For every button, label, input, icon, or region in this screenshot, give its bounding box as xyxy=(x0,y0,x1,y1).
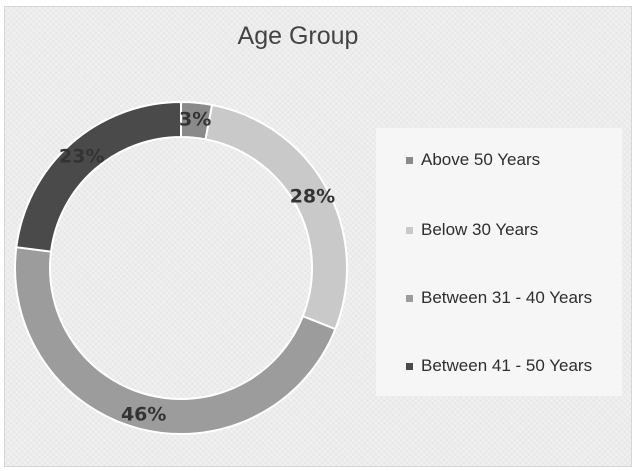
data-label: 3% xyxy=(179,109,211,131)
data-label: 23% xyxy=(59,145,104,167)
slices-group xyxy=(14,100,348,435)
legend-swatch xyxy=(406,294,413,302)
data-labels-group: 3% 28% 46% 23% xyxy=(59,109,335,426)
legend-label: Between 31 - 40 Years xyxy=(421,288,593,307)
legend-swatch xyxy=(406,362,413,370)
legend-item-below-30: Below 30 Years xyxy=(406,218,538,242)
legend-item-above-50: Above 50 Years xyxy=(406,148,540,172)
legend: Above 50 Years Below 30 Years Between 31… xyxy=(376,128,622,396)
legend-item-between-31-40: Between 31 - 40 Years xyxy=(406,286,592,310)
legend-label: Below 30 Years xyxy=(421,220,539,239)
donut-slice xyxy=(14,246,337,435)
donut-slice xyxy=(15,100,182,253)
legend-label: Above 50 Years xyxy=(421,150,541,169)
legend-swatch xyxy=(406,156,413,164)
data-label: 28% xyxy=(290,186,335,208)
legend-item-between-41-50: Between 41 - 50 Years xyxy=(406,354,592,378)
donut-slice xyxy=(204,103,348,331)
data-label: 46% xyxy=(121,403,166,425)
legend-swatch xyxy=(406,226,413,234)
chart-title: Age Group xyxy=(237,22,359,50)
legend-label: Between 41 - 50 Years xyxy=(421,356,593,375)
